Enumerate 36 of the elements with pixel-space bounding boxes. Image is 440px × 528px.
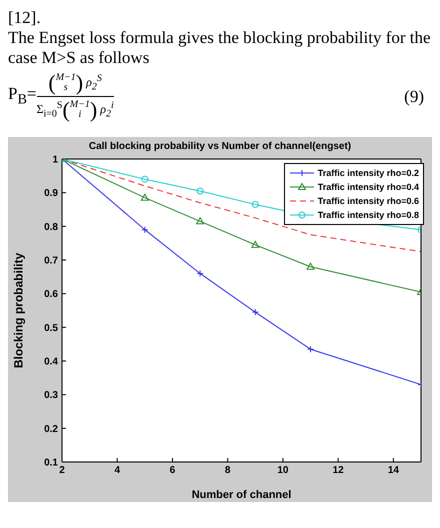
legend-label: Traffic intensity rho=0.6	[318, 196, 419, 206]
x-tick-label: 4	[114, 465, 120, 476]
text: s	[64, 82, 68, 93]
y-tick-label: 1	[52, 154, 58, 166]
text: (	[48, 70, 56, 96]
text: The Engset loss formula gives the blocking probability for the case M>S as follows	[8, 28, 431, 67]
x-tick-label: 10	[277, 465, 289, 476]
text: (	[62, 97, 70, 123]
x-tick-label: 12	[332, 465, 344, 476]
y-tick-label: 0.5	[44, 322, 58, 334]
y-tick-label: 0.3	[44, 390, 58, 402]
x-tick-label: 6	[170, 465, 176, 476]
text: )	[90, 97, 98, 123]
legend-label: Traffic intensity rho=0.8	[318, 210, 419, 220]
text: M−1	[70, 99, 90, 110]
y-tick-label: 0.4	[44, 356, 58, 368]
y-tick-label: 0.7	[44, 256, 58, 267]
legend-label: Traffic intensity rho=0.4	[318, 182, 419, 192]
y-tick-label: 0.1	[44, 458, 58, 469]
text: (9)	[404, 86, 424, 106]
text: P$_{B}$=	[8, 84, 37, 109]
y-tick-label: 0.6	[44, 289, 58, 300]
x-axis-title: Number of channel	[192, 489, 292, 501]
x-tick-label: 8	[224, 465, 231, 476]
x-tick-label: 14	[388, 465, 400, 476]
y-tick-label: 0.2	[44, 424, 58, 435]
y-tick-label: 0.9	[44, 188, 58, 200]
text: [12].	[8, 8, 41, 27]
text: )	[76, 70, 84, 96]
x-tick-label: 2	[59, 465, 66, 476]
y-tick-label: 0.8	[44, 222, 58, 233]
text: M−1	[56, 72, 76, 83]
legend-label: Traffic intensity rho=0.2	[318, 168, 419, 178]
chart-title: Call blocking probability vs Number of channel(engset)	[88, 141, 352, 152]
text: i	[78, 109, 82, 120]
y-axis-title: Blocking probability	[11, 252, 26, 368]
